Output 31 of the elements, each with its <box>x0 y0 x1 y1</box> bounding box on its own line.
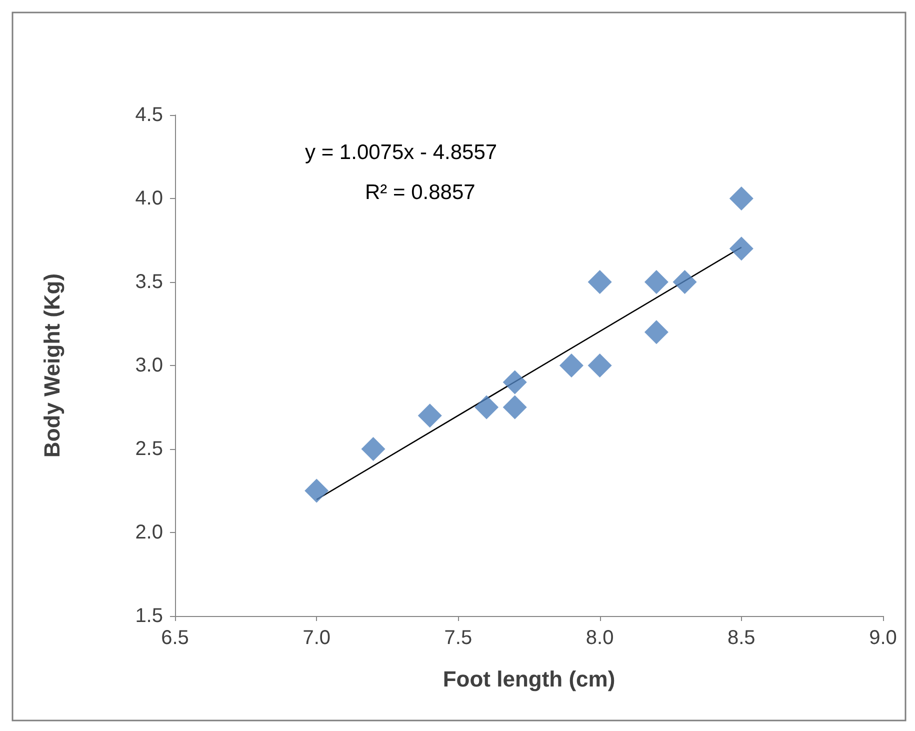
point <box>644 320 668 344</box>
y-tick-label: 2.5 <box>135 438 163 460</box>
y-tick-label: 3.0 <box>135 354 163 376</box>
point <box>418 404 442 428</box>
point <box>502 370 527 394</box>
point <box>304 478 329 503</box>
x-tick-label: 7.0 <box>302 627 331 649</box>
y-tick-label: 1.5 <box>135 605 163 627</box>
point <box>361 437 386 461</box>
point <box>588 354 612 378</box>
point <box>559 354 584 378</box>
point <box>644 270 668 294</box>
x-tick-label: 9.0 <box>869 627 897 649</box>
point <box>672 270 697 294</box>
point <box>729 186 754 210</box>
y-tick-label: 4.0 <box>135 188 163 210</box>
y-axis-title: Body Weight (Kg) <box>40 273 64 458</box>
x-axis-title: Foot length (cm) <box>442 666 616 692</box>
point <box>729 236 754 261</box>
y-tick-label: 4.5 <box>135 104 163 126</box>
x-tick-label: 8.0 <box>586 627 614 649</box>
x-tick-label: 7.5 <box>444 627 472 649</box>
y-tick-label: 3.5 <box>135 271 163 293</box>
y-tick-label: 2.0 <box>135 522 163 544</box>
x-tick-label: 6.5 <box>161 627 189 649</box>
point <box>474 395 499 420</box>
point <box>588 270 612 294</box>
annotation: y = 1.0075x - 4.8557 <box>305 141 498 164</box>
point <box>502 395 527 420</box>
annotation: R² = 0.8857 <box>365 181 476 204</box>
x-tick-label: 8.5 <box>727 627 756 649</box>
